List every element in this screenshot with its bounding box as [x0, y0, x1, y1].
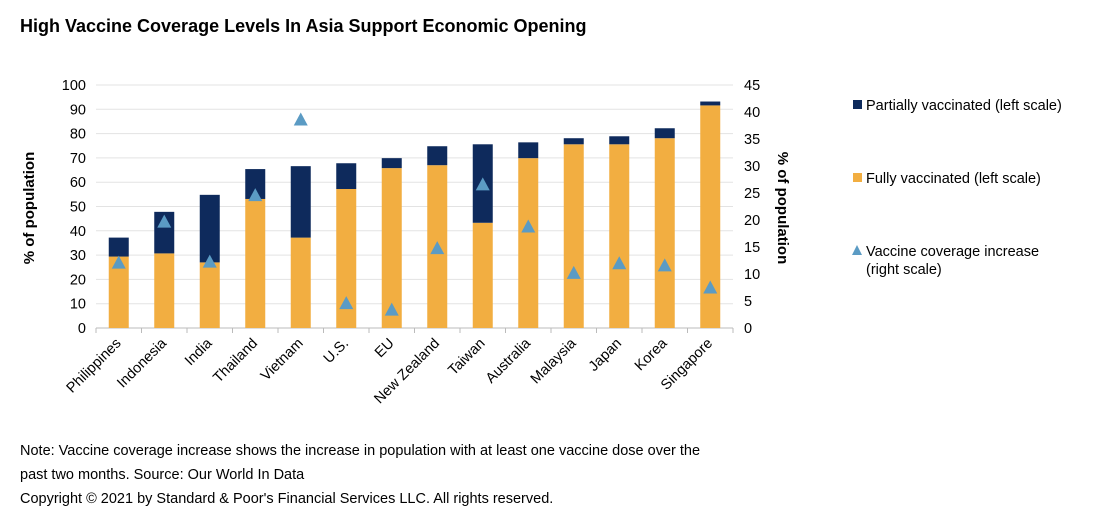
bar-partially-vaccinated [427, 146, 448, 166]
x-tick-label: Korea [632, 335, 671, 374]
x-tick-label: Malaysia [528, 335, 580, 387]
bar-fully-vaccinated [154, 253, 175, 328]
y-tick-label: 50 [70, 200, 86, 216]
legend-swatch-triangle [852, 245, 862, 255]
triangle-coverage-increase [157, 214, 172, 228]
x-tick-label: Japan [586, 336, 625, 375]
x-tick-label: Indonesia [114, 335, 170, 391]
x-tick-label: Taiwan [445, 336, 488, 379]
triangle-coverage-increase [703, 280, 718, 294]
x-tick-label: U.S. [321, 336, 352, 367]
bar-partially-vaccinated [563, 138, 584, 145]
y2-tick-label: 15 [744, 240, 760, 256]
x-tick-label: India [182, 335, 216, 369]
bar-partially-vaccinated [381, 158, 402, 169]
bar-partially-vaccinated [245, 169, 266, 199]
y2-tick-label: 0 [744, 321, 752, 337]
bar-partially-vaccinated [154, 211, 175, 254]
triangle-coverage-increase [339, 296, 354, 310]
bar-fully-vaccinated [472, 222, 493, 328]
note-line-2: past two months. Source: Our World In Da… [20, 467, 305, 483]
bar-fully-vaccinated [199, 262, 220, 328]
legend-label: Fully vaccinated (left scale) [866, 171, 1041, 187]
bar-fully-vaccinated [654, 138, 675, 328]
bar-partially-vaccinated [609, 136, 630, 145]
chart-title: High Vaccine Coverage Levels In Asia Sup… [20, 16, 587, 36]
copyright: Copyright © 2021 by Standard & Poor's Fi… [20, 491, 554, 507]
legend-swatch [853, 100, 862, 109]
triangle-coverage-increase [248, 188, 263, 202]
bar-fully-vaccinated [563, 144, 584, 328]
triangle-coverage-increase [521, 219, 536, 233]
x-tick-label: EU [372, 336, 398, 362]
bar-partially-vaccinated [654, 128, 675, 139]
x-tick-label: Thailand [210, 336, 261, 387]
bar-fully-vaccinated [518, 158, 539, 328]
triangle-coverage-increase [293, 112, 308, 126]
y-tick-label: 30 [70, 248, 86, 264]
triangle-coverage-increase [202, 254, 217, 268]
triangle-coverage-increase [475, 177, 490, 191]
y2-tick-label: 5 [744, 294, 752, 310]
bar-fully-vaccinated [381, 168, 402, 328]
triangle-coverage-increase [430, 241, 445, 255]
y-tick-label: 90 [70, 102, 86, 118]
bar-partially-vaccinated [518, 142, 539, 159]
y-tick-label: 10 [70, 297, 86, 313]
y2-tick-label: 45 [744, 78, 760, 94]
bar-fully-vaccinated [609, 144, 630, 328]
y-tick-label: 70 [70, 151, 86, 167]
y-tick-label: 80 [70, 127, 86, 143]
y-tick-label: 0 [78, 321, 86, 337]
y-tick-label: 100 [62, 78, 86, 94]
x-tick-label: Philippines [64, 336, 125, 397]
triangle-coverage-increase [111, 255, 126, 269]
y-tick-label: 60 [70, 175, 86, 191]
y2-tick-label: 25 [744, 186, 760, 202]
bar-partially-vaccinated [290, 166, 311, 238]
note-line-1: Note: Vaccine coverage increase shows th… [20, 443, 701, 459]
y-axis-label: % of population [21, 152, 38, 264]
y-tick-label: 40 [70, 224, 86, 240]
triangle-coverage-increase [657, 258, 672, 272]
bar-fully-vaccinated [700, 105, 721, 328]
y2-tick-label: 30 [744, 159, 760, 175]
y2-tick-label: 10 [744, 267, 760, 283]
y2-tick-label: 40 [744, 105, 760, 121]
legend-label: Vaccine coverage increase [866, 244, 1039, 260]
triangle-coverage-increase [612, 256, 627, 270]
legend-swatch [853, 173, 862, 182]
triangle-coverage-increase [384, 302, 399, 316]
triangle-coverage-increase [566, 265, 581, 279]
bar-partially-vaccinated [700, 101, 721, 106]
x-tick-label: Vietnam [258, 336, 307, 385]
y2-tick-label: 20 [744, 213, 760, 229]
bar-partially-vaccinated [336, 163, 357, 190]
y2-axis-label: % of population [774, 152, 791, 264]
bar-fully-vaccinated [245, 198, 266, 328]
bar-fully-vaccinated [108, 256, 129, 328]
legend-label-cont: (right scale) [866, 262, 942, 278]
bar-partially-vaccinated [108, 237, 129, 257]
bar-partially-vaccinated [199, 194, 220, 263]
x-tick-label: Australia [483, 335, 535, 387]
bar-fully-vaccinated [336, 189, 357, 328]
legend-label: Partially vaccinated (left scale) [866, 98, 1062, 114]
y2-tick-label: 35 [744, 132, 760, 148]
bar-fully-vaccinated [290, 237, 311, 328]
y-tick-label: 20 [70, 272, 86, 288]
